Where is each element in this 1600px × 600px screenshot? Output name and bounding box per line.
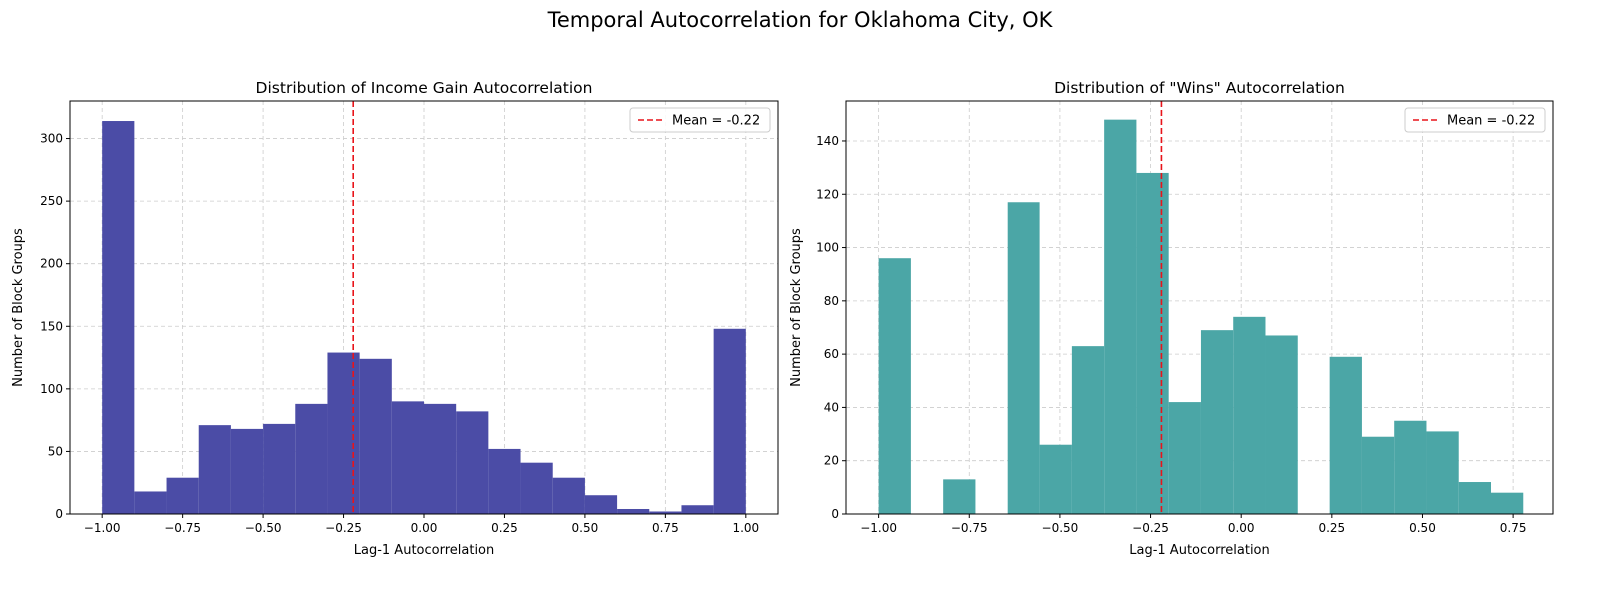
histogram-bar [1136, 172, 1169, 514]
y-tick-label: 50 [48, 444, 63, 458]
histogram-bar [488, 448, 521, 514]
y-tick-label: 20 [824, 454, 839, 468]
histogram-bar [359, 358, 392, 514]
x-tick-label: 1.00 [732, 521, 759, 535]
legend-box [1404, 107, 1546, 133]
y-tick-label: 60 [824, 347, 839, 361]
x-tick-label: −0.25 [1132, 521, 1169, 535]
histogram-bar [1265, 335, 1298, 514]
histogram-bar [295, 403, 328, 514]
y-tick-label: 80 [824, 294, 839, 308]
x-tick-label: 0.50 [572, 521, 599, 535]
histogram-bar [456, 411, 489, 514]
y-tick-label: 150 [40, 319, 63, 333]
x-tick-label: −0.50 [245, 521, 282, 535]
legend-label: Mean = -0.22 [1447, 114, 1535, 129]
x-tick-label: 0.75 [652, 521, 679, 535]
histogram-bar [102, 121, 135, 515]
x-tick-label: 0.00 [1228, 521, 1255, 535]
y-tick-label: 250 [40, 194, 63, 208]
histogram-bar [1491, 492, 1524, 514]
axes-frame [845, 100, 1554, 515]
figure-title: Temporal Autocorrelation for Oklahoma Ci… [547, 8, 1053, 32]
chart-title: Distribution of Income Gain Autocorrelat… [256, 79, 593, 97]
x-tick-label: −0.75 [164, 521, 201, 535]
histogram-bar [1071, 346, 1105, 514]
y-tick-label: 0 [55, 507, 63, 521]
histogram-bar [230, 428, 264, 514]
y-axis-label: Number of Block Groups [789, 228, 804, 387]
histogram-bar [1007, 202, 1040, 514]
x-tick-label: 0.50 [1409, 521, 1436, 535]
x-tick-label: −0.50 [1042, 521, 1079, 535]
histogram-bar [263, 423, 296, 514]
histogram-bar [1233, 316, 1266, 514]
histogram-bar [520, 462, 553, 514]
y-tick-label: 100 [816, 241, 839, 255]
histogram-bar [713, 328, 746, 514]
histogram-bar [552, 477, 585, 514]
y-tick-label: 140 [816, 134, 839, 148]
y-tick-label: 300 [40, 132, 63, 146]
histogram-bar [1039, 444, 1072, 514]
histogram-bar [1200, 330, 1234, 514]
x-tick-label: 0.00 [411, 521, 438, 535]
x-tick-label: 0.25 [491, 521, 518, 535]
histogram-bar [166, 477, 199, 514]
x-axis-label: Lag-1 Autocorrelation [1129, 543, 1270, 558]
histogram-bar [1394, 420, 1427, 514]
chart-title: Distribution of "Wins" Autocorrelation [1054, 79, 1345, 97]
histogram-bar [198, 425, 231, 514]
histogram-bar [943, 479, 976, 514]
histogram-bar [1168, 402, 1201, 514]
legend-box [629, 107, 771, 133]
histogram-bar [1329, 356, 1362, 514]
histogram-bar [681, 505, 714, 514]
y-tick-label: 100 [40, 382, 63, 396]
y-tick-label: 200 [40, 257, 63, 271]
histogram-bar [649, 511, 682, 514]
histogram-bar [391, 401, 424, 514]
histogram-bar [327, 352, 360, 514]
y-tick-label: 120 [816, 187, 839, 201]
x-tick-label: 0.25 [1318, 521, 1345, 535]
y-axis-label: Number of Block Groups [11, 228, 26, 387]
x-axis-label: Lag-1 Autocorrelation [354, 543, 495, 558]
y-tick-label: 0 [831, 507, 839, 521]
histogram-bar [1458, 482, 1492, 514]
histogram-bar [617, 508, 650, 514]
histogram-bar [134, 491, 167, 514]
histogram-bar [878, 258, 911, 514]
histogram-bar [1426, 431, 1459, 514]
y-tick-label: 40 [824, 400, 839, 414]
x-tick-label: −0.25 [325, 521, 362, 535]
histogram-bar [1361, 436, 1395, 514]
histogram-bar [424, 403, 457, 514]
x-tick-label: −0.75 [951, 521, 988, 535]
x-tick-label: 0.75 [1500, 521, 1527, 535]
x-tick-label: −1.00 [860, 521, 897, 535]
histogram-bar [1104, 119, 1137, 514]
histogram-bar [584, 495, 618, 514]
x-tick-label: −1.00 [84, 521, 121, 535]
legend-label: Mean = -0.22 [672, 114, 760, 129]
